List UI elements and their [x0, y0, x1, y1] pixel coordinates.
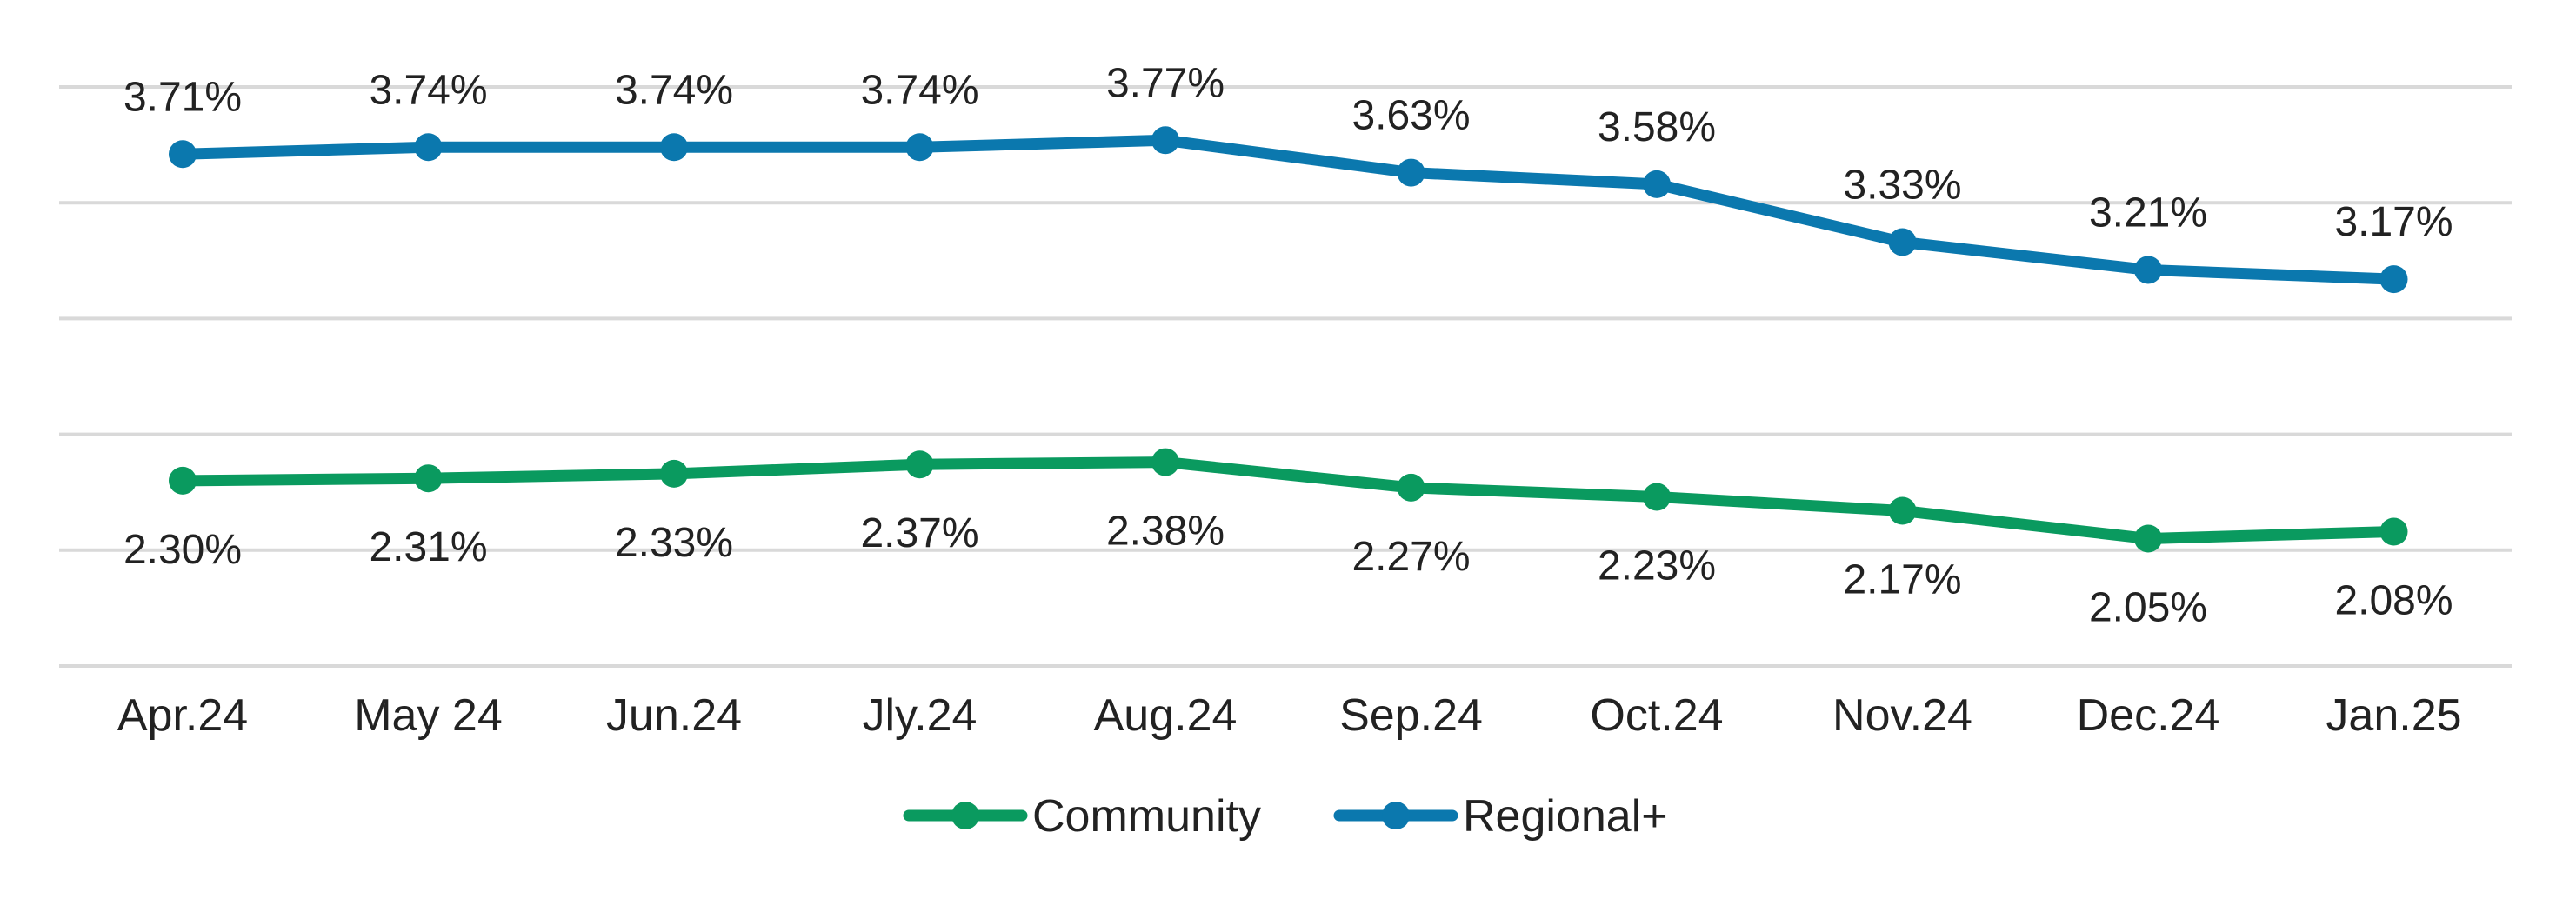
data-label-community: 2.05% — [2089, 584, 2207, 630]
series-lines — [169, 126, 2408, 553]
legend-label: Community — [1032, 791, 1261, 842]
legend-item-community: Community — [903, 791, 1261, 842]
data-point-community — [1643, 483, 1671, 511]
data-label-regional: 3.74% — [615, 67, 733, 113]
data-label-community: 2.23% — [1598, 543, 1716, 589]
x-tick-label: Jan.25 — [2326, 690, 2461, 741]
legend-swatch-marker — [951, 802, 979, 829]
x-axis-tick-labels: Apr.24 May 24 Jun.24 Jly.24 Aug.24 Sep.24 Oct.… — [117, 690, 2462, 741]
data-label-regional: 3.71% — [123, 74, 242, 120]
data-point-community — [169, 466, 197, 495]
x-tick-label: Apr.24 — [117, 690, 248, 741]
data-point-regional — [2134, 256, 2162, 284]
data-label-community: 2.08% — [2334, 577, 2453, 623]
data-point-community — [414, 464, 443, 493]
data-point-community — [2134, 524, 2162, 553]
x-tick-label: Jun.24 — [606, 690, 742, 741]
data-point-regional — [905, 133, 934, 162]
x-tick-label: Jly.24 — [863, 690, 978, 741]
data-point-regional — [1643, 170, 1671, 198]
x-tick-label: Sep.24 — [1339, 690, 1483, 741]
data-label-community: 2.37% — [860, 510, 978, 556]
x-tick-label: Dec.24 — [2077, 690, 2220, 741]
data-label-community: 2.17% — [1843, 557, 1961, 603]
data-label-community: 2.31% — [369, 524, 487, 570]
data-point-regional — [1397, 158, 1425, 187]
gridlines — [59, 85, 2512, 668]
data-label-regional: 3.74% — [369, 67, 487, 113]
data-point-regional — [2379, 265, 2408, 294]
legend-label: Regional+ — [1463, 791, 1668, 842]
data-point-community — [660, 459, 688, 488]
legend-swatch-marker — [1382, 802, 1410, 829]
x-tick-label: Aug.24 — [1094, 690, 1238, 741]
data-label-regional: 3.77% — [1106, 60, 1225, 106]
data-point-regional — [1888, 228, 1917, 256]
data-label-regional: 3.17% — [2334, 199, 2453, 245]
data-point-regional — [414, 133, 443, 162]
x-tick-label: Nov.24 — [1832, 690, 1972, 741]
data-point-community — [2379, 517, 2408, 546]
data-label-community: 2.27% — [1351, 534, 1470, 580]
x-tick-label: May 24 — [354, 690, 503, 741]
data-labels: 2.30% 2.31% 2.33% 2.37% 2.38% 2.27% 2.23% 2.17%… — [123, 60, 2453, 630]
x-tick-label: Oct.24 — [1590, 690, 1723, 741]
data-label-regional: 3.74% — [860, 67, 978, 113]
data-point-regional — [169, 140, 197, 169]
data-point-community — [1888, 496, 1917, 525]
series-line-community — [177, 456, 2399, 544]
data-point-regional — [660, 133, 688, 162]
data-point-regional — [1151, 126, 1179, 155]
data-point-community — [1397, 473, 1425, 502]
data-label-regional: 3.58% — [1598, 104, 1716, 150]
legend-item-regional: Regional+ — [1333, 791, 1668, 842]
series-line-regional — [177, 134, 2399, 285]
data-label-regional: 3.63% — [1351, 93, 1470, 139]
data-point-community — [905, 450, 934, 479]
data-label-community: 2.38% — [1106, 509, 1225, 555]
data-label-community: 2.30% — [123, 527, 242, 573]
data-label-regional: 3.21% — [2089, 190, 2207, 236]
data-label-regional: 3.33% — [1843, 162, 1961, 208]
legend: Community Regional+ — [903, 791, 1668, 842]
data-label-community: 2.33% — [615, 520, 733, 566]
data-point-community — [1151, 448, 1179, 476]
